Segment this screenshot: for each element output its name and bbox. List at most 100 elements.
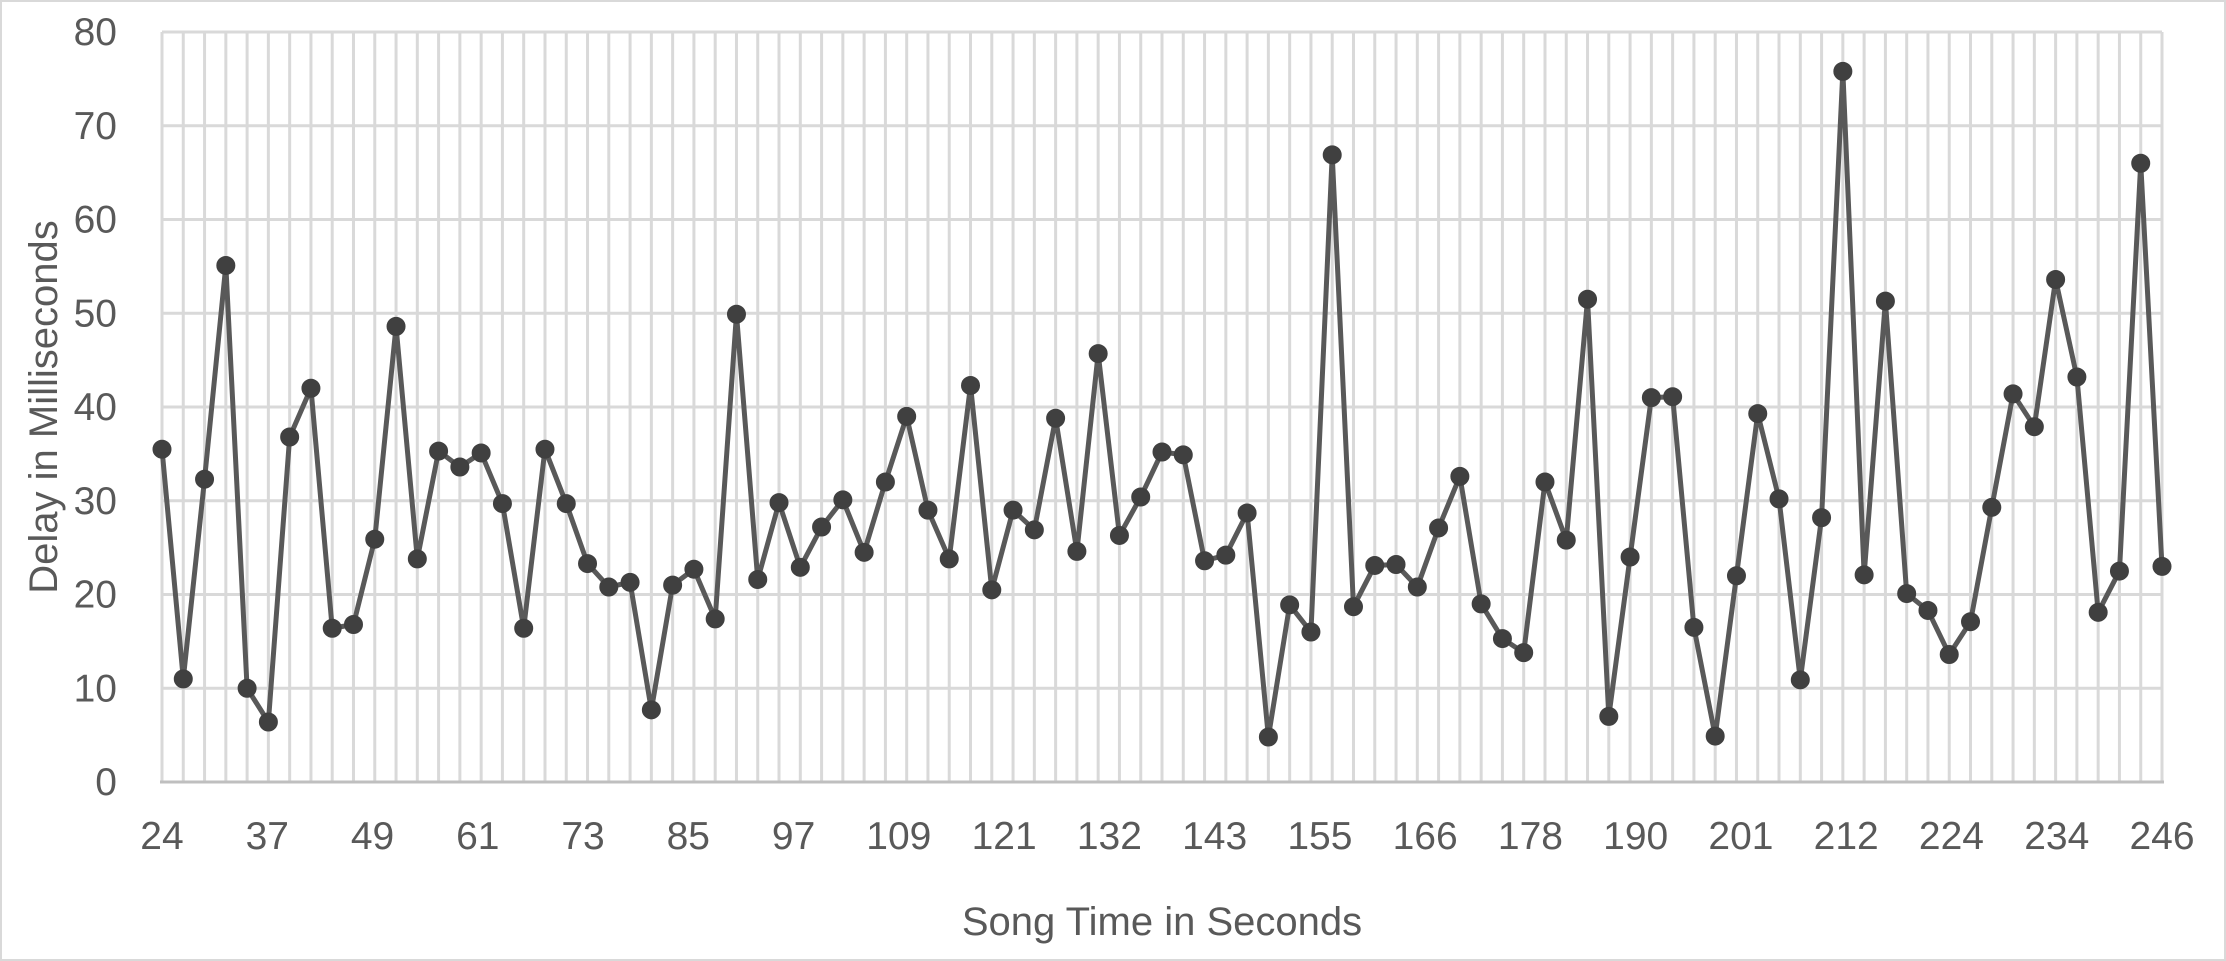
data-point bbox=[2131, 153, 2151, 173]
data-point bbox=[1620, 547, 1640, 567]
x-tick-label: 155 bbox=[1287, 815, 1352, 858]
data-point bbox=[237, 678, 257, 698]
data-point bbox=[982, 580, 1002, 600]
data-point bbox=[1216, 545, 1236, 565]
data-point bbox=[620, 572, 640, 592]
x-tick-label: 143 bbox=[1182, 815, 1247, 858]
data-point bbox=[1939, 645, 1959, 664]
data-point bbox=[854, 542, 874, 562]
y-tick-labels: 0 10 20 30 40 50 60 70 80 bbox=[74, 11, 117, 804]
data-point bbox=[1237, 503, 1257, 523]
data-point bbox=[450, 457, 470, 477]
x-tick-label: 132 bbox=[1077, 815, 1142, 858]
data-point bbox=[897, 406, 917, 426]
data-point bbox=[918, 500, 938, 520]
data-point bbox=[790, 557, 810, 577]
data-point bbox=[1578, 289, 1598, 309]
data-point bbox=[2109, 561, 2129, 581]
data-point bbox=[1386, 555, 1406, 574]
data-point bbox=[514, 618, 534, 638]
data-point bbox=[1003, 500, 1023, 520]
data-point bbox=[301, 378, 321, 398]
x-tick-label: 121 bbox=[972, 815, 1037, 858]
y-tick-label: 30 bbox=[74, 480, 117, 523]
data-point bbox=[726, 304, 746, 324]
x-tick-label: 109 bbox=[866, 815, 931, 858]
data-point bbox=[258, 712, 278, 732]
data-point bbox=[2003, 384, 2023, 404]
data-point bbox=[1897, 584, 1917, 604]
data-point bbox=[1663, 387, 1683, 407]
data-point bbox=[1599, 706, 1619, 726]
data-point bbox=[705, 609, 725, 629]
data-point bbox=[1726, 566, 1746, 586]
data-point bbox=[812, 517, 832, 537]
data-point bbox=[1450, 466, 1470, 486]
x-tick-label: 85 bbox=[667, 815, 710, 858]
data-point bbox=[2088, 602, 2108, 622]
data-point bbox=[1492, 629, 1512, 649]
data-point bbox=[535, 439, 555, 459]
x-tick-label: 190 bbox=[1603, 815, 1668, 858]
data-point bbox=[1173, 445, 1193, 465]
y-tick-label: 40 bbox=[74, 386, 117, 429]
data-point bbox=[1407, 577, 1427, 597]
x-tick-label: 246 bbox=[2129, 815, 2194, 858]
y-tick-label: 70 bbox=[74, 105, 117, 148]
data-point bbox=[684, 559, 704, 579]
data-point bbox=[2152, 556, 2172, 576]
x-tick-label: 97 bbox=[772, 815, 815, 858]
y-tick-label: 60 bbox=[74, 199, 117, 242]
data-point bbox=[386, 316, 406, 336]
data-point bbox=[1705, 726, 1725, 746]
data-point bbox=[578, 554, 598, 574]
x-tick-label: 73 bbox=[561, 815, 604, 858]
data-point bbox=[1429, 518, 1449, 538]
data-point bbox=[1769, 489, 1789, 509]
data-point bbox=[429, 441, 449, 461]
y-tick-label: 50 bbox=[74, 292, 117, 335]
x-tick-label: 234 bbox=[2024, 815, 2089, 858]
y-axis-title: Delay in Milliseconds bbox=[22, 220, 66, 593]
data-point bbox=[1641, 388, 1661, 408]
data-point bbox=[195, 469, 215, 489]
x-tick-label: 166 bbox=[1393, 815, 1458, 858]
data-point bbox=[471, 443, 491, 463]
data-point bbox=[2067, 367, 2087, 387]
x-tick-label: 178 bbox=[1498, 815, 1563, 858]
data-point bbox=[1790, 670, 1810, 690]
y-tick-label: 20 bbox=[74, 574, 117, 617]
x-tick-label: 61 bbox=[456, 815, 499, 858]
data-point bbox=[1535, 472, 1555, 492]
data-point bbox=[1556, 530, 1576, 550]
data-point bbox=[748, 570, 768, 589]
data-point bbox=[280, 427, 300, 447]
data-point bbox=[1301, 622, 1321, 642]
data-point bbox=[1131, 487, 1151, 507]
data-point bbox=[152, 439, 172, 459]
data-point bbox=[641, 700, 661, 720]
data-point bbox=[1833, 61, 1853, 81]
data-point bbox=[1684, 617, 1704, 637]
data-point bbox=[1471, 594, 1491, 614]
data-point bbox=[663, 575, 683, 595]
data-point bbox=[1109, 525, 1129, 545]
data-point bbox=[1195, 551, 1215, 571]
data-point bbox=[1854, 565, 1874, 585]
data-point bbox=[1280, 595, 1300, 615]
data-point bbox=[1088, 344, 1108, 364]
data-point bbox=[1258, 727, 1278, 747]
data-point bbox=[173, 669, 193, 689]
data-point bbox=[1024, 520, 1044, 540]
data-point bbox=[875, 472, 895, 492]
data-point bbox=[1812, 508, 1832, 528]
x-tick-labels: 24 37 49 61 73 85 97 109 121 132 143 155 166 178 190 20… bbox=[140, 815, 2194, 858]
series-delay bbox=[152, 61, 2172, 747]
data-point bbox=[322, 618, 342, 638]
y-tick-label: 80 bbox=[74, 11, 117, 54]
x-tick-label: 212 bbox=[1814, 815, 1879, 858]
data-point bbox=[492, 494, 512, 514]
data-point bbox=[1982, 497, 2002, 517]
